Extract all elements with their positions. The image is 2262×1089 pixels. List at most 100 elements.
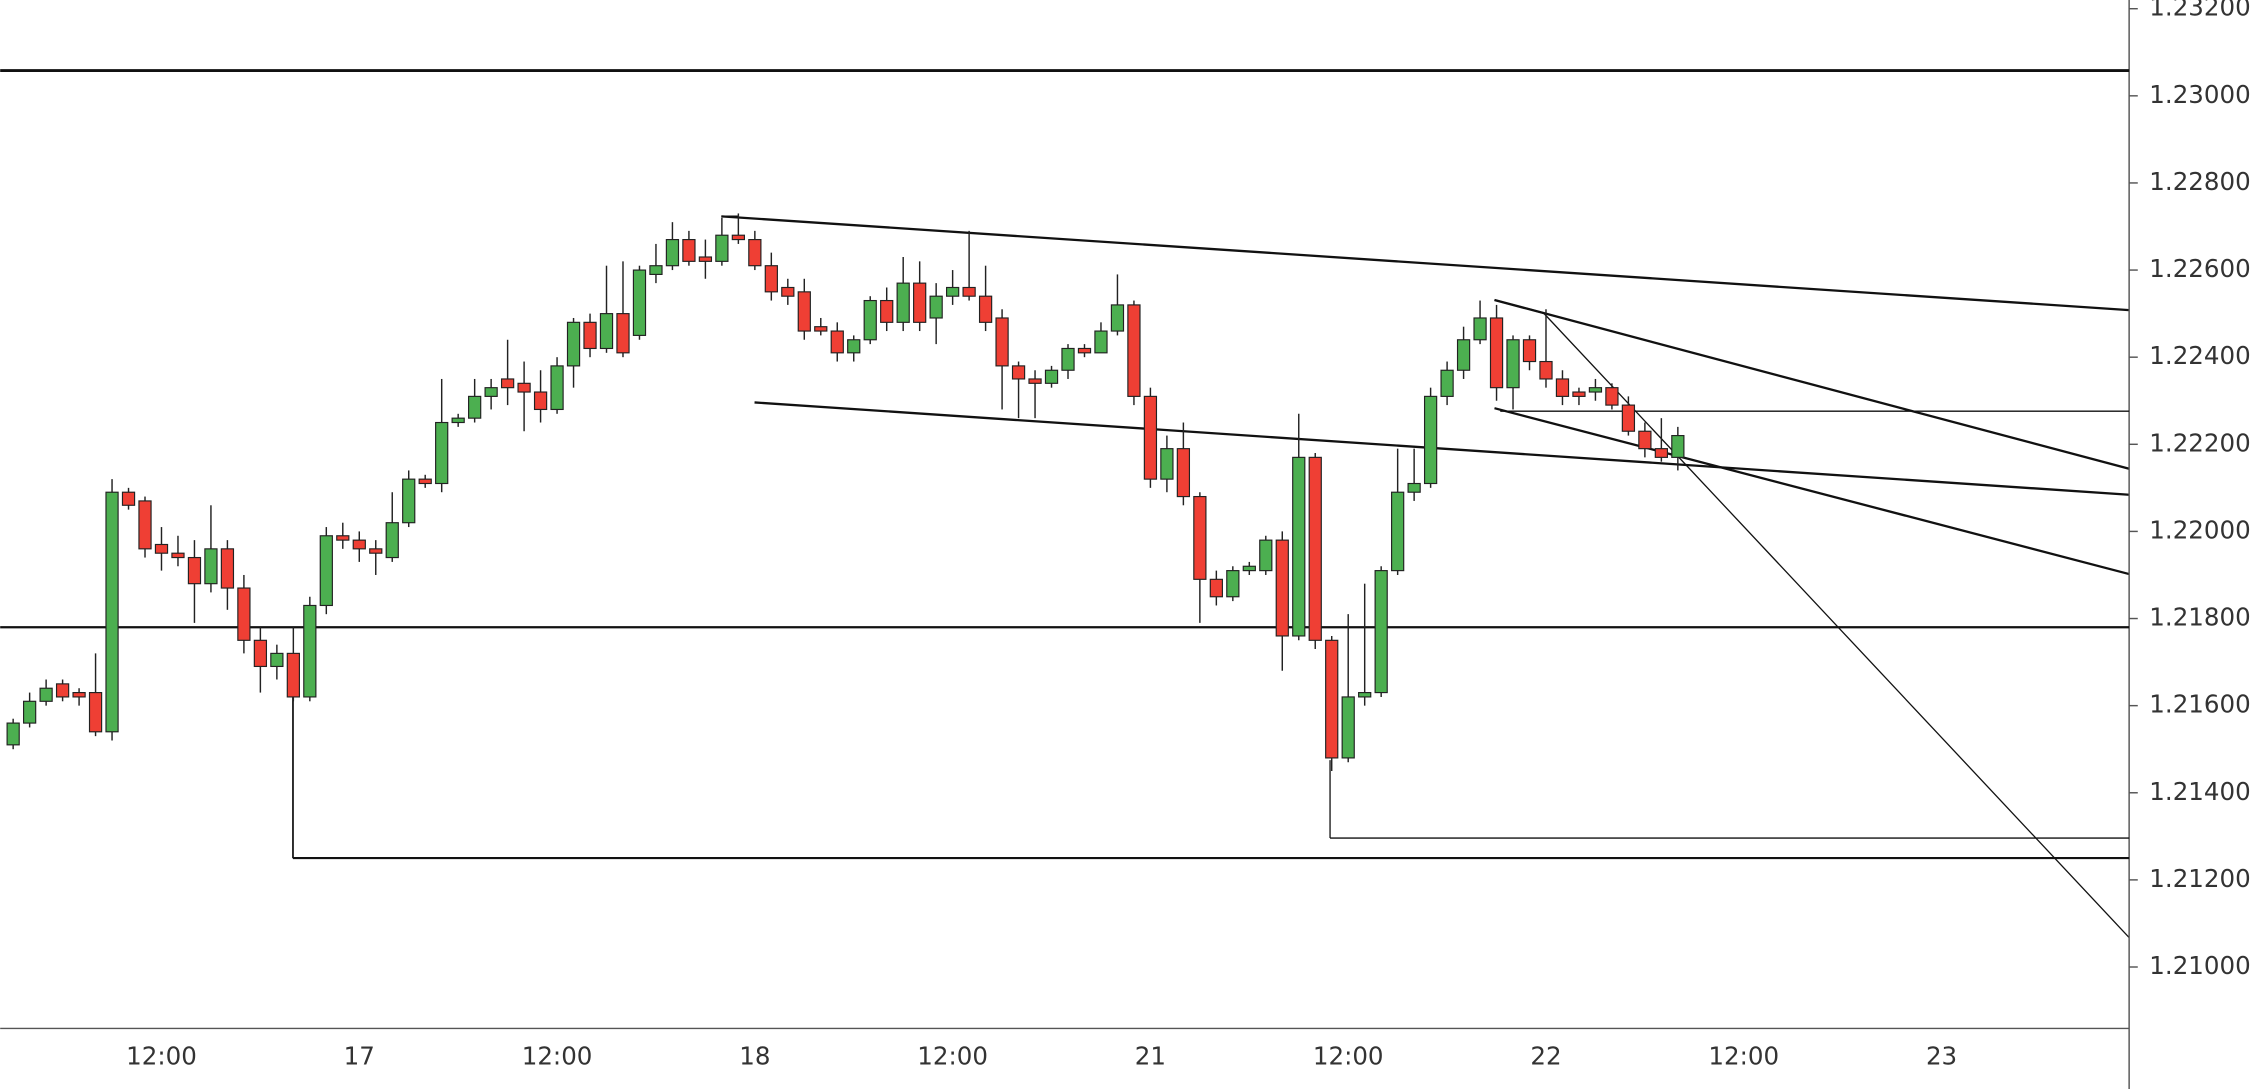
candle-body: [1028, 378, 1042, 384]
candle-body: [1292, 456, 1306, 637]
candle-body: [1522, 339, 1537, 363]
candle-body: [1044, 369, 1059, 384]
candle-body: [1391, 491, 1405, 572]
candle-body: [1094, 330, 1108, 354]
x-tick-label: 12:00: [1313, 1041, 1384, 1070]
candle-body: [896, 282, 910, 323]
candle-body: [1193, 495, 1207, 580]
candle-body: [682, 238, 696, 262]
candle-body: [550, 365, 564, 411]
trend-line: [1543, 312, 2130, 938]
candle-body: [500, 378, 515, 389]
y-tick-label: 1.22200: [2149, 428, 2250, 457]
candle-body: [830, 330, 844, 354]
y-tick-label: 1.22600: [2149, 254, 2250, 283]
candle-body: [1341, 696, 1355, 759]
candle-body: [171, 552, 185, 559]
candle-body: [72, 692, 86, 698]
candle-body: [1011, 365, 1026, 380]
candle-body: [748, 238, 762, 267]
trend-line: [1494, 407, 2130, 576]
candle-body: [1489, 317, 1504, 389]
candle-body: [121, 491, 136, 506]
candle-body: [1621, 404, 1636, 432]
candle-body: [533, 391, 548, 411]
candle-body: [55, 683, 70, 698]
y-tick-label: 1.23000: [2149, 80, 2250, 109]
candle-body: [880, 299, 894, 323]
candle-body: [962, 286, 976, 297]
candle-body: [995, 317, 1009, 367]
candle-body: [1226, 570, 1240, 598]
candle-body: [204, 548, 218, 585]
x-tick-label: 12:00: [1708, 1041, 1779, 1070]
x-tick-label: 12:00: [917, 1041, 988, 1070]
candle-body: [1176, 448, 1191, 498]
candle-body: [451, 417, 465, 424]
candle-body: [270, 652, 284, 668]
candle-body: [715, 234, 729, 262]
candle-body: [1555, 378, 1570, 397]
candle-body: [1242, 565, 1256, 572]
candle-body: [1209, 578, 1223, 598]
candle-body: [599, 313, 614, 350]
candle-body: [6, 722, 20, 746]
candle-body: [1423, 395, 1438, 485]
y-tick-label: 1.21200: [2149, 864, 2250, 893]
candle-body: [731, 234, 746, 241]
candle-body: [945, 286, 960, 297]
drawings: [292, 215, 2130, 938]
x-tick-label: 23: [1926, 1041, 1957, 1070]
candle-body: [435, 421, 449, 485]
candle-body: [847, 339, 861, 354]
candles: [6, 213, 1685, 771]
candle-body: [154, 543, 169, 554]
y-tick-label: 1.22400: [2149, 341, 2250, 370]
y-tick-label: 1.23200: [2149, 0, 2250, 22]
trend-line: [721, 215, 2130, 312]
y-tick-label: 1.21600: [2149, 690, 2250, 719]
candle-body: [352, 539, 366, 550]
x-tick-label: 22: [1530, 1041, 1561, 1070]
x-tick-label: 12:00: [522, 1041, 593, 1070]
y-tick-label: 1.21800: [2149, 603, 2250, 632]
candle-body: [220, 548, 235, 589]
candle-body: [649, 265, 663, 275]
candle-body: [1077, 347, 1092, 354]
y-tick-label: 1.21400: [2149, 777, 2250, 806]
candle-body: [39, 687, 53, 702]
y-tick-label: 1.22800: [2149, 167, 2250, 196]
candle-body: [632, 269, 647, 336]
candle-body: [583, 321, 597, 350]
candle-body: [303, 604, 317, 698]
candle-body: [88, 692, 103, 733]
candle-body: [105, 491, 119, 733]
candle-body: [913, 282, 927, 323]
candle-body: [1143, 395, 1158, 480]
candle-body: [797, 291, 811, 332]
candle-body: [1259, 539, 1273, 572]
trend-line: [1494, 299, 1544, 314]
candle-body: [1588, 387, 1603, 393]
candle-body: [484, 387, 498, 397]
candle-body: [517, 382, 531, 393]
candle-body: [1127, 304, 1141, 397]
x-tick-label: 17: [344, 1041, 375, 1070]
candle-body: [929, 295, 943, 319]
candle-body: [1605, 387, 1619, 406]
y-tick-label: 1.22000: [2149, 515, 2250, 544]
candle-body: [781, 286, 795, 297]
candle-body: [1275, 539, 1289, 637]
candle-body: [1061, 347, 1075, 371]
candle-body: [385, 522, 399, 559]
candle-body: [566, 321, 581, 367]
candle-body: [1325, 639, 1339, 759]
y-tick-label: 1.21000: [2149, 951, 2250, 980]
x-tick-label: 18: [739, 1041, 770, 1070]
candle-body: [1358, 692, 1372, 698]
candle-body: [978, 295, 993, 323]
candle-body: [22, 700, 37, 724]
candle-body: [253, 639, 268, 668]
